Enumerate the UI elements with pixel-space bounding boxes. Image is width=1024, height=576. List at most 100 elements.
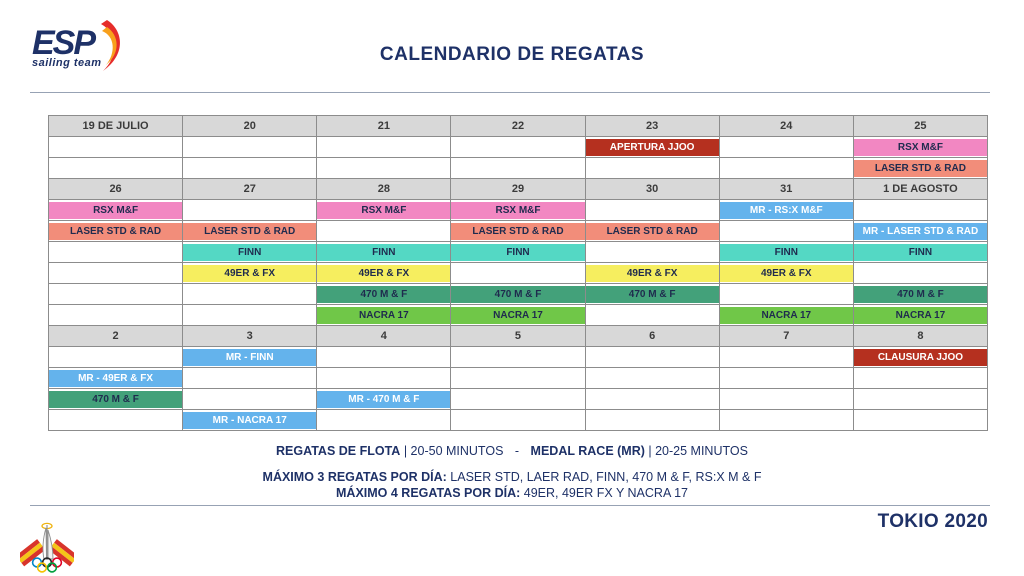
calendar-table: 19 DE JULIO 20 21 22 23 24 25 APERTURA JJOO RSX … <box>47 115 989 431</box>
max-4-regatas-label: MÁXIMO 4 REGATAS POR DÍA: <box>336 486 521 500</box>
calendar-cell: 470 M & F <box>47 388 184 410</box>
flota-time: | 20-50 MINUTOS <box>403 444 504 458</box>
medal-race-label: MEDAL RACE (MR) <box>530 444 645 458</box>
calendar-cell: LASER STD & RAD <box>182 220 318 242</box>
calendar-cell <box>450 346 586 368</box>
event-cell: LASER STD & RAD <box>854 159 987 177</box>
calendar-cell: RSX M&F <box>316 199 452 221</box>
date-header-cell: 2 <box>47 325 184 347</box>
calendar-cell: LASER STD & RAD <box>450 220 586 242</box>
calendar-cell: RSX M&F <box>450 199 586 221</box>
date-header-cell: 19 DE JULIO <box>47 115 184 137</box>
calendar-cell <box>718 157 854 179</box>
event-cell: 49ER & FX <box>720 264 853 282</box>
week-header-row: 26 27 28 29 30 31 1 DE AGOSTO <box>47 178 989 200</box>
calendar-cell <box>182 157 318 179</box>
max-4-regatas-value: 49ER, 49ER FX Y NACRA 17 <box>523 486 688 500</box>
max-4-regatas-rule: MÁXIMO 4 REGATAS POR DÍA: 49ER, 49ER FX … <box>0 486 1024 500</box>
calendar-cell: MR - 470 M & F <box>316 388 452 410</box>
event-cell: 470 M & F <box>854 285 987 303</box>
calendar-cell: NACRA 17 <box>852 304 989 326</box>
event-cell: NACRA 17 <box>451 306 585 324</box>
calendar-cell <box>47 136 184 158</box>
calendar-cell: MR - NACRA 17 <box>182 409 318 431</box>
calendar-cell <box>584 157 720 179</box>
calendar-cell <box>47 283 184 305</box>
calendar-cell <box>584 346 720 368</box>
flota-label: REGATAS DE FLOTA <box>276 444 401 458</box>
date-header-cell: 7 <box>718 325 854 347</box>
calendar-cell <box>584 199 720 221</box>
calendar-cell: RSX M&F <box>47 199 184 221</box>
calendar-cell <box>852 409 989 431</box>
top-divider <box>30 92 990 93</box>
calendar-row: NACRA 17 NACRA 17 NACRA 17 NACRA 17 <box>47 304 989 326</box>
calendar-cell: LASER STD & RAD <box>584 220 720 242</box>
date-header-cell: 26 <box>47 178 184 200</box>
date-header-cell: 25 <box>852 115 989 137</box>
medal-race-time: | 20-25 MINUTOS <box>648 444 748 458</box>
calendar-cell <box>316 409 452 431</box>
date-header-cell: 8 <box>852 325 989 347</box>
calendar-cell: MR - LASER STD & RAD <box>852 220 989 242</box>
calendar-cell <box>450 367 586 389</box>
calendar-cell: FINN <box>852 241 989 263</box>
event-cell: APERTURA JJOO <box>586 138 719 156</box>
calendar-cell <box>584 388 720 410</box>
calendar-cell <box>316 136 452 158</box>
calendar-row: 470 M & F MR - 470 M & F <box>47 388 989 410</box>
calendar-cell <box>852 262 989 284</box>
event-cell: 470 M & F <box>586 285 719 303</box>
date-header-cell: 27 <box>182 178 318 200</box>
calendar-cell <box>182 136 318 158</box>
calendar-cell <box>718 346 854 368</box>
calendar-cell: 49ER & FX <box>182 262 318 284</box>
date-header-cell: 24 <box>718 115 854 137</box>
calendar-cell: MR - FINN <box>182 346 318 368</box>
event-cell: LASER STD & RAD <box>49 222 182 240</box>
calendar-cell <box>450 157 586 179</box>
calendar-row: RSX M&F RSX M&F RSX M&F MR - RS:X M&F <box>47 199 989 221</box>
calendar-cell: FINN <box>450 241 586 263</box>
event-cell: RSX M&F <box>49 201 182 219</box>
event-cell: 49ER & FX <box>317 264 450 282</box>
calendar-cell <box>47 304 184 326</box>
calendar-cell <box>316 367 452 389</box>
calendar-cell <box>450 262 586 284</box>
event-cell: 470 M & F <box>451 285 585 303</box>
calendar-row: APERTURA JJOO RSX M&F <box>47 136 989 158</box>
calendar-cell <box>316 220 452 242</box>
date-header-cell: 20 <box>182 115 318 137</box>
calendar-cell <box>47 409 184 431</box>
calendar-cell: NACRA 17 <box>718 304 854 326</box>
calendar-cell: MR - 49ER & FX <box>47 367 184 389</box>
event-cell: 470 M & F <box>49 390 182 408</box>
calendar-cell <box>47 241 184 263</box>
bottom-divider <box>30 505 990 506</box>
calendar-cell: FINN <box>316 241 452 263</box>
date-header-cell: 21 <box>316 115 452 137</box>
calendar-cell <box>182 283 318 305</box>
calendar-cell: 49ER & FX <box>584 262 720 284</box>
calendar-row: 49ER & FX 49ER & FX 49ER & FX 49ER & FX <box>47 262 989 284</box>
coe-olympic-sail-logo-icon <box>20 522 74 573</box>
date-header-cell: 6 <box>584 325 720 347</box>
event-cell: 49ER & FX <box>586 264 719 282</box>
esp-sailing-team-logo: ESP sailing team <box>32 20 142 86</box>
event-cell: FINN <box>451 243 585 261</box>
calendar-cell: FINN <box>182 241 318 263</box>
calendar-cell <box>450 388 586 410</box>
esp-logo-subtext: sailing team <box>32 57 102 69</box>
date-header-cell: 23 <box>584 115 720 137</box>
event-cell: 49ER & FX <box>183 264 316 282</box>
event-cell: NACRA 17 <box>720 306 853 324</box>
event-cell: FINN <box>720 243 853 261</box>
event-cell: MR - FINN <box>183 348 316 366</box>
calendar-cell: 470 M & F <box>852 283 989 305</box>
calendar-cell <box>852 199 989 221</box>
event-cell: LASER STD & RAD <box>451 222 585 240</box>
calendar-cell <box>718 409 854 431</box>
date-header-cell: 31 <box>718 178 854 200</box>
event-cell: MR - RS:X M&F <box>720 201 853 219</box>
page-title: CALENDARIO DE REGATAS <box>379 44 645 65</box>
